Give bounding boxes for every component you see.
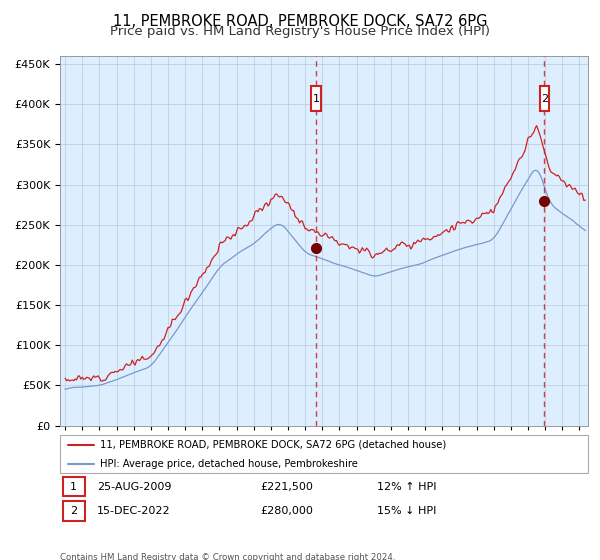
- Text: 2: 2: [541, 94, 548, 104]
- Text: 1: 1: [70, 482, 77, 492]
- Text: 11, PEMBROKE ROAD, PEMBROKE DOCK, SA72 6PG (detached house): 11, PEMBROKE ROAD, PEMBROKE DOCK, SA72 6…: [100, 440, 446, 450]
- Text: 2: 2: [70, 506, 77, 516]
- Text: 1: 1: [313, 94, 320, 104]
- Text: Price paid vs. HM Land Registry's House Price Index (HPI): Price paid vs. HM Land Registry's House …: [110, 25, 490, 38]
- Text: £280,000: £280,000: [260, 506, 314, 516]
- Bar: [539, 86, 549, 111]
- Text: 11, PEMBROKE ROAD, PEMBROKE DOCK, SA72 6PG: 11, PEMBROKE ROAD, PEMBROKE DOCK, SA72 6…: [113, 14, 487, 29]
- Text: £221,500: £221,500: [260, 482, 314, 492]
- Text: 25-AUG-2009: 25-AUG-2009: [97, 482, 172, 492]
- Text: 15% ↓ HPI: 15% ↓ HPI: [377, 506, 436, 516]
- Text: 15-DEC-2022: 15-DEC-2022: [97, 506, 170, 516]
- Text: 12% ↑ HPI: 12% ↑ HPI: [377, 482, 436, 492]
- Bar: [62, 501, 85, 521]
- Text: HPI: Average price, detached house, Pembrokeshire: HPI: Average price, detached house, Pemb…: [100, 459, 358, 469]
- Text: Contains HM Land Registry data © Crown copyright and database right 2024.
This d: Contains HM Land Registry data © Crown c…: [60, 553, 395, 560]
- Bar: [62, 477, 85, 497]
- Bar: [311, 86, 321, 111]
